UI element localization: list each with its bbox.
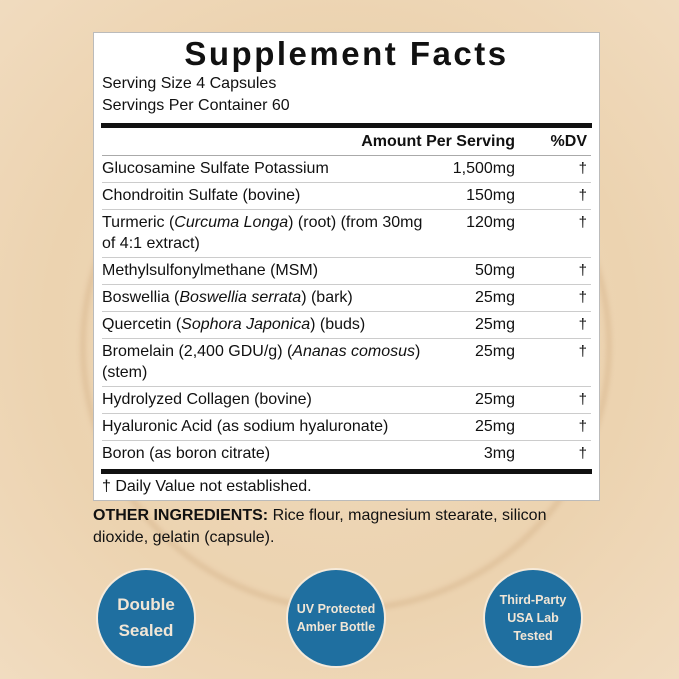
name-part: Quercetin ( — [102, 316, 182, 333]
table-row: Chondroitin Sulfate (bovine) 150mg † — [102, 183, 591, 210]
amount: 25mg — [474, 289, 515, 306]
table-row: Hyaluronic Acid (as sodium hyaluronate) 2… — [102, 414, 591, 441]
table-row: Glucosamine Sulfate Potassium 1,500mg † — [102, 156, 591, 183]
dv-header: %DV — [550, 132, 587, 150]
amount: 25mg — [474, 418, 515, 435]
other-ingredients: OTHER INGREDIENTS: Rice flour, magnesium… — [93, 505, 603, 549]
daily-value: † — [578, 316, 587, 333]
daily-value: † — [578, 391, 587, 408]
badge-third-party-tested: Third-Party USA Lab Tested — [485, 570, 581, 666]
ingredient-name: Hydrolyzed Collagen (bovine) — [102, 389, 439, 410]
daily-value: † — [578, 262, 587, 279]
amount: 150mg — [466, 187, 515, 204]
name-part: Bromelain (2,400 GDU/g) ( — [102, 343, 293, 360]
amount: 120mg — [466, 214, 515, 231]
daily-value: † — [578, 343, 587, 360]
name-part: ) (buds) — [310, 316, 366, 333]
name-part: Boswellia serrata — [179, 289, 302, 306]
serving-size: Serving Size 4 Capsules — [102, 75, 277, 92]
name-part: ) (bark) — [301, 289, 353, 306]
ingredient-name: Turmeric (Curcuma Longa) (root) (from 30… — [102, 212, 439, 254]
supplement-facts-panel: Supplement Facts Serving Size 4 Capsules… — [93, 32, 600, 501]
name-part: Chondroitin Sulfate (bovine) — [102, 187, 301, 204]
content: Supplement Facts Serving Size 4 Capsules… — [93, 32, 613, 549]
table-row: Boswellia (Boswellia serrata) (bark) 25mg… — [102, 285, 591, 312]
ingredient-name: Chondroitin Sulfate (bovine) — [102, 185, 439, 206]
name-part: Curcuma Longa — [174, 214, 289, 231]
panel-title: Supplement Facts — [184, 35, 509, 72]
name-part: Glucosamine Sulfate Potassium — [102, 160, 329, 177]
daily-value: † — [578, 160, 587, 177]
ingredient-name: Bromelain (2,400 GDU/g) (Ananas comosus)… — [102, 341, 439, 383]
name-part: ) (root) (from 30mg of 4:1 extract) — [102, 214, 423, 252]
name-part: Hyaluronic Acid (as sodium hyaluronate) — [102, 418, 389, 435]
table-row: Hydrolyzed Collagen (bovine) 25mg † — [102, 387, 591, 414]
table-row: Turmeric (Curcuma Longa) (root) (from 30… — [102, 210, 591, 258]
name-part: Boron (as boron citrate) — [102, 445, 271, 462]
amount: 1,500mg — [452, 160, 515, 177]
daily-value: † — [578, 445, 587, 462]
ingredient-name: Glucosamine Sulfate Potassium — [102, 158, 439, 179]
amount: 25mg — [474, 391, 515, 408]
footnote: † Daily Value not established. — [102, 478, 312, 495]
amount: 25mg — [474, 343, 515, 360]
daily-value: † — [578, 289, 587, 306]
name-part: Turmeric ( — [102, 214, 175, 231]
table-row: Methylsulfonylmethane (MSM) 50mg † — [102, 258, 591, 285]
daily-value: † — [578, 187, 587, 204]
name-part: Methylsulfonylmethane (MSM) — [102, 262, 319, 279]
ingredient-name: Hyaluronic Acid (as sodium hyaluronate) — [102, 416, 439, 437]
ingredient-table: Glucosamine Sulfate Potassium 1,500mg † Cho… — [102, 156, 591, 467]
table-header: Amount Per Serving %DV — [102, 128, 591, 156]
table-row: Bromelain (2,400 GDU/g) (Ananas comosus)… — [102, 339, 591, 387]
name-part: Sophora Japonica — [181, 316, 311, 333]
daily-value: † — [578, 418, 587, 435]
divider — [101, 469, 592, 474]
amount-header: Amount Per Serving — [361, 132, 515, 150]
name-part: Ananas comosus — [292, 343, 416, 360]
name-part: ) (stem) — [102, 343, 421, 381]
ingredient-name: Quercetin (Sophora Japonica) (buds) — [102, 314, 439, 335]
amount: 25mg — [474, 316, 515, 333]
servings-per-container: Servings Per Container 60 — [102, 97, 290, 114]
name-part: Hydrolyzed Collagen (bovine) — [102, 391, 312, 408]
daily-value: † — [578, 214, 587, 231]
table-row: Quercetin (Sophora Japonica) (buds) 25mg † — [102, 312, 591, 339]
other-ingredients-label: OTHER INGREDIENTS: — [93, 507, 269, 524]
badge-uv-protected: UV Protected Amber Bottle — [288, 570, 384, 666]
ingredient-name: Boron (as boron citrate) — [102, 443, 439, 464]
ingredient-name: Boswellia (Boswellia serrata) (bark) — [102, 287, 439, 308]
name-part: Boswellia ( — [102, 289, 180, 306]
other-ingredients-text: Rice flour, magnesium stearate, silicon … — [93, 507, 547, 546]
amount: 3mg — [483, 445, 515, 462]
badge-double-sealed: Double Sealed — [98, 570, 194, 666]
amount: 50mg — [474, 262, 515, 279]
divider — [101, 123, 592, 128]
ingredient-name: Methylsulfonylmethane (MSM) — [102, 260, 439, 281]
table-row: Boron (as boron citrate) 3mg † — [102, 441, 591, 467]
